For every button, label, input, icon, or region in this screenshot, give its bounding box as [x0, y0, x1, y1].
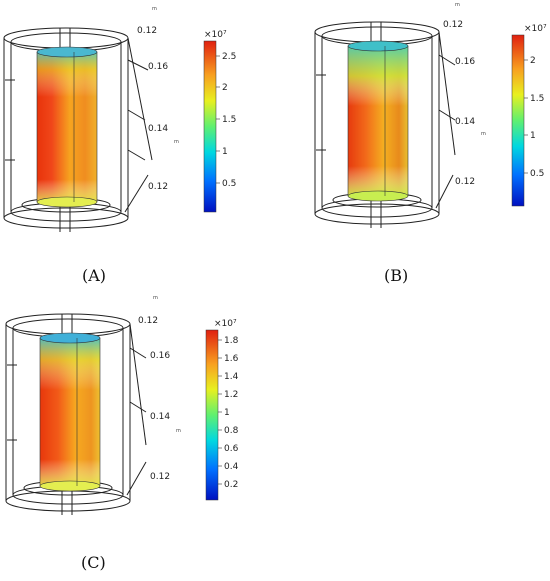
colorbar-tick: 1	[222, 147, 228, 157]
colorbar-tick: 1.8	[224, 336, 239, 346]
axis-unit-label: m	[153, 295, 158, 301]
cylinder-field	[36, 46, 98, 208]
colorbar-tick: 1	[224, 408, 230, 418]
caption-b: (B)	[384, 266, 409, 285]
axis-tick: 0.12	[148, 182, 168, 192]
colorbar-tick: 2	[530, 56, 536, 66]
colorbar-tick: 1.5	[222, 115, 236, 125]
colorbar-tick: 1.6	[224, 354, 239, 364]
caption-c: (C)	[81, 553, 106, 572]
colorbar-exponent: ×10⁷	[524, 24, 547, 34]
axis-tick-top: 0.12	[137, 26, 157, 36]
colorbar-c: ×10⁷ 1.8 1.6 1.4 1.2 1 0.8 0.6 0.4 0.2	[205, 319, 239, 501]
colorbar-tick: 1.2	[224, 390, 238, 400]
colorbar-tick: 1.4	[224, 372, 239, 382]
colorbar-tick: 1	[530, 131, 536, 141]
panel-b: 0.12 0.16 0.14 0.12 m m ×10⁷ 2 1.5 1 0.5	[305, 0, 550, 270]
cylinder-field	[39, 332, 101, 492]
axis-tick: 0.16	[150, 351, 170, 361]
colorbar-tick: 0.2	[224, 480, 238, 490]
axis-tick: 0.12	[455, 177, 475, 187]
panel-a: 0.12 0.16 0.14 0.12 m m ×10⁷ 2.5 2 1.5 1…	[0, 0, 260, 270]
colorbar-tick: 0.8	[224, 426, 239, 436]
axis-tick: 0.14	[150, 412, 170, 422]
colorbar-tick: 1.5	[530, 94, 544, 104]
axis-tick: 0.16	[455, 57, 475, 67]
colorbar-tick: 2	[222, 83, 228, 93]
axis-unit-label: m	[152, 6, 157, 12]
colorbar-a: ×10⁷ 2.5 2 1.5 1 0.5	[203, 30, 236, 213]
colorbar-exponent: ×10⁷	[214, 319, 237, 329]
panel-a-figure: 0.12 0.16 0.14 0.12 m m ×10⁷ 2.5 2 1.5 1…	[3, 6, 236, 232]
axis-unit-label: m	[174, 139, 179, 145]
colorbar-b: ×10⁷ 2 1.5 1 0.5	[511, 24, 547, 207]
colorbar-tick: 0.6	[224, 444, 239, 454]
panel-b-figure: 0.12 0.16 0.14 0.12 m m ×10⁷ 2 1.5 1 0.5	[314, 2, 547, 228]
axis-unit-label: m	[455, 2, 460, 8]
panel-c-figure: 0.12 0.16 0.14 0.12 m m ×10⁷ 1.8 1.6 1.4…	[5, 295, 239, 515]
colorbar-tick: 2.5	[222, 52, 236, 62]
colorbar-tick: 0.4	[224, 462, 239, 472]
axis-tick: 0.12	[150, 472, 170, 482]
axis-tick: 0.16	[148, 62, 168, 72]
caption-a: (A)	[82, 266, 107, 285]
panel-c: 0.12 0.16 0.14 0.12 m m ×10⁷ 1.8 1.6 1.4…	[0, 290, 260, 550]
axis-tick-top: 0.12	[138, 316, 158, 326]
axis-unit-label: m	[481, 131, 486, 137]
axis-tick: 0.14	[455, 117, 475, 127]
axis-unit-label: m	[176, 428, 181, 434]
axis-tick-top: 0.12	[443, 20, 463, 30]
colorbar-tick: 0.5	[222, 179, 236, 189]
axis-tick: 0.14	[148, 124, 168, 134]
cylinder-field	[347, 40, 409, 202]
colorbar-tick: 0.5	[530, 169, 544, 179]
colorbar-exponent: ×10⁷	[204, 30, 227, 40]
